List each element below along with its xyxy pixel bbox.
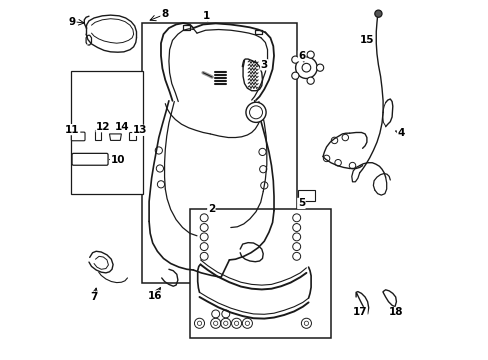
Text: 9: 9 (69, 17, 76, 27)
Bar (297, 190, 314, 201)
Text: 14: 14 (115, 122, 129, 132)
Text: 8: 8 (161, 9, 168, 19)
Text: 10: 10 (110, 155, 125, 165)
Circle shape (306, 77, 314, 84)
Text: 6: 6 (298, 51, 305, 61)
Circle shape (374, 10, 381, 17)
Bar (95, 130, 101, 140)
Text: 11: 11 (65, 125, 80, 135)
Circle shape (291, 72, 298, 79)
Text: 7: 7 (90, 292, 98, 302)
Text: 2: 2 (207, 204, 215, 214)
Text: 16: 16 (148, 291, 162, 301)
Text: 12: 12 (96, 122, 110, 132)
Text: 18: 18 (387, 307, 402, 318)
FancyBboxPatch shape (72, 153, 108, 165)
Bar (190, 209, 330, 338)
Text: 13: 13 (133, 125, 147, 135)
Bar (71, 71, 142, 194)
Text: 17: 17 (352, 307, 366, 318)
Circle shape (306, 51, 314, 58)
Text: 5: 5 (297, 198, 305, 208)
Bar (128, 132, 136, 140)
Bar (142, 23, 296, 283)
Circle shape (295, 57, 317, 78)
Text: 4: 4 (397, 128, 404, 138)
Circle shape (291, 56, 298, 63)
Text: 3: 3 (260, 60, 267, 70)
FancyBboxPatch shape (71, 132, 85, 141)
Circle shape (245, 102, 265, 122)
Text: 15: 15 (359, 35, 373, 45)
Circle shape (316, 64, 323, 71)
Text: 1: 1 (203, 11, 210, 21)
